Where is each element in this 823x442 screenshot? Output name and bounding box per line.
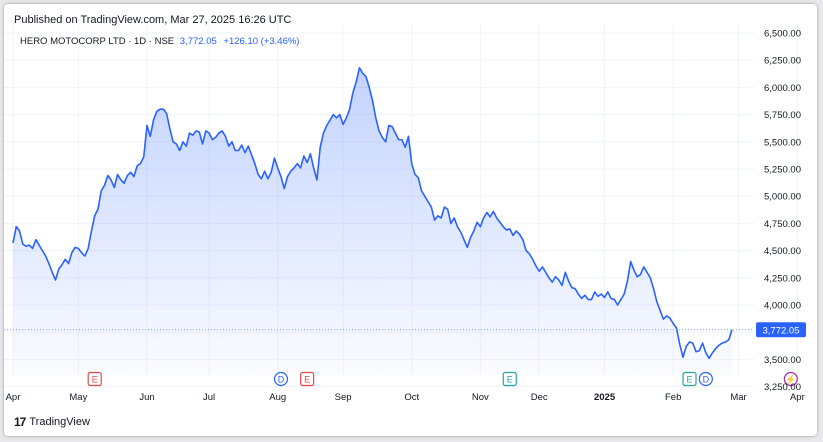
- last-price-label: 3,772.05: [763, 325, 800, 336]
- x-tick-label: Mar: [730, 392, 746, 403]
- x-tick-label: Aug: [269, 392, 286, 403]
- x-tick-label: Feb: [665, 392, 681, 403]
- event-markers: E D E E E D ⚡: [87, 371, 798, 387]
- event-marker-split[interactable]: E: [682, 371, 697, 387]
- x-tick-label: Jul: [203, 392, 215, 403]
- price-axis: 3,250.003,500.003,750.004,000.004,250.00…: [756, 29, 806, 393]
- chart-window: Published on TradingView.com, Mar 27, 20…: [4, 4, 817, 436]
- y-tick-label: 3,250.00: [764, 382, 801, 393]
- event-marker-label: E: [304, 374, 310, 384]
- event-marker-earnings[interactable]: E: [87, 371, 102, 387]
- y-tick-label: 6,000.00: [764, 83, 801, 94]
- y-tick-label: 6,250.00: [764, 56, 801, 67]
- y-tick-label: 6,500.00: [764, 29, 801, 40]
- price-change: +126.10 (+3.46%): [223, 36, 300, 47]
- event-marker-split[interactable]: E: [502, 371, 517, 387]
- event-marker-label: ⚡: [785, 373, 796, 385]
- current-price: 3,772.05: [179, 36, 217, 47]
- event-marker-label: E: [92, 374, 98, 384]
- event-marker-other[interactable]: ⚡: [783, 371, 798, 387]
- time-axis: Apr May Jun Jul Aug Sep Oct Nov Dec 2025 Feb Mar Apr: [6, 392, 805, 403]
- x-tick-label: Apr: [790, 392, 805, 403]
- y-tick-label: 4,500.00: [764, 246, 801, 257]
- event-marker-dividend[interactable]: D: [273, 371, 289, 387]
- tradingview-footer[interactable]: 17 TradingView: [14, 415, 90, 429]
- x-tick-label: Oct: [404, 392, 419, 403]
- symbol-legend: HERO MOTOCORP LTD · 1D · NSE 3,772.05 +1…: [20, 36, 299, 47]
- last-price-label-bg: [756, 322, 806, 338]
- price-line[interactable]: [12, 67, 733, 360]
- x-tick-label: Dec: [531, 392, 548, 403]
- event-marker-label: E: [507, 374, 513, 384]
- event-marker-dividend[interactable]: D: [698, 371, 713, 387]
- x-tick-label: May: [69, 392, 87, 403]
- x-tick-label: Jun: [139, 392, 154, 403]
- price-area-fill: [13, 67, 732, 375]
- brand-name: TradingView: [29, 416, 90, 428]
- x-tick-label: Nov: [472, 392, 489, 403]
- event-marker-label: D: [703, 374, 710, 384]
- y-tick-label: 4,000.00: [764, 301, 801, 312]
- price-area: [4, 67, 754, 375]
- event-marker-label: D: [278, 374, 285, 384]
- x-tick-label: 2025: [594, 392, 616, 403]
- y-tick-label: 5,500.00: [764, 137, 801, 148]
- y-tick-label: 5,000.00: [764, 192, 801, 203]
- symbol-name: HERO MOTOCORP LTD · 1D · NSE: [20, 36, 175, 47]
- y-tick-label: 5,250.00: [764, 165, 801, 176]
- y-tick-label: 4,750.00: [764, 219, 801, 230]
- y-tick-label: 5,750.00: [764, 110, 801, 121]
- x-tick-label: Apr: [6, 392, 21, 403]
- x-tick-label: Sep: [335, 392, 352, 403]
- published-caption: Published on TradingView.com, Mar 27, 20…: [14, 14, 292, 26]
- y-tick-label: 3,500.00: [764, 355, 801, 366]
- tradingview-logo-icon: 17: [14, 415, 26, 429]
- event-marker-earnings[interactable]: E: [300, 371, 315, 387]
- event-marker-label: E: [687, 374, 693, 384]
- y-tick-label: 4,250.00: [764, 273, 801, 284]
